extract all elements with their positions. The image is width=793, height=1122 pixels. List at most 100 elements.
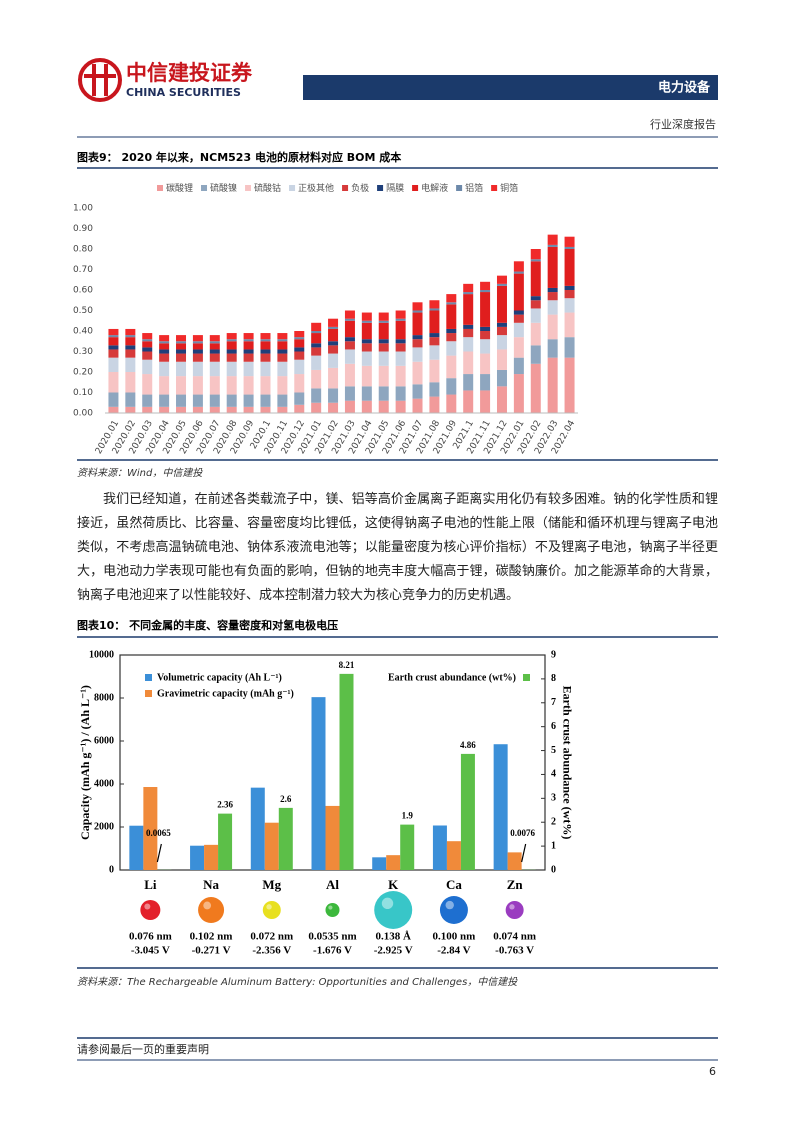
- ion-radius: 0.074 nm: [493, 931, 536, 943]
- y-tick-label: 10000: [89, 649, 114, 660]
- bar-segment: [277, 361, 288, 377]
- y-tick-label: 0.80: [73, 245, 93, 255]
- legend-label: 负极: [351, 182, 369, 194]
- x-tick-label: Na: [203, 877, 219, 892]
- legend-label: Gravimetric capacity (mAh g⁻¹): [157, 688, 294, 699]
- bar: [432, 825, 447, 870]
- ion-radius: 0.138 Å: [375, 931, 411, 943]
- bar-segment: [277, 349, 288, 354]
- bar-segment: [344, 400, 355, 413]
- y-tick-label: 0.00: [73, 409, 93, 419]
- bar-segment: [125, 337, 136, 346]
- bar-segment: [412, 302, 423, 311]
- data-label: 1.9: [402, 811, 414, 821]
- bar: [325, 805, 340, 870]
- figure-title: 图表10： 不同金属的丰度、容量密度和对氢电极电压: [77, 618, 338, 632]
- ion-sphere: [325, 903, 340, 917]
- bar-segment: [328, 388, 339, 403]
- y-tick-label: 0.50: [73, 306, 93, 316]
- bar-segment: [361, 351, 372, 366]
- legend-swatch: [523, 674, 530, 681]
- bar: [311, 697, 326, 870]
- y-tick-label: 0.90: [73, 224, 93, 234]
- x-tick-label: Zn: [507, 877, 524, 892]
- bar-segment: [412, 312, 423, 336]
- bar: [278, 807, 293, 870]
- y2-tick-label: 8: [551, 673, 556, 684]
- legend-label: 隔膜: [386, 183, 404, 194]
- ion-radius: 0.076 nm: [129, 931, 172, 943]
- y-tick-label: 8000: [94, 692, 114, 703]
- bar-segment: [463, 374, 474, 391]
- bar-segment: [513, 374, 524, 413]
- bar-segment: [564, 357, 575, 413]
- y-tick-label: 0.70: [73, 265, 93, 275]
- bar-segment: [378, 343, 389, 352]
- bar-segment: [361, 343, 372, 352]
- bar-segment: [209, 394, 220, 407]
- bar-segment: [564, 337, 575, 358]
- bar-segment: [547, 357, 558, 413]
- bar-segment: [192, 341, 203, 344]
- bar-segment: [429, 300, 440, 309]
- bar-segment: [513, 314, 524, 323]
- bar-segment: [226, 353, 237, 362]
- bar-segment: [142, 341, 153, 348]
- bar-segment: [496, 326, 507, 336]
- bar-segment: [108, 337, 119, 346]
- bar-segment: [378, 320, 389, 323]
- y2-tick-label: 7: [551, 697, 556, 708]
- bar-segment: [243, 394, 254, 407]
- bar-segment: [226, 333, 237, 340]
- bar-segment: [378, 351, 389, 366]
- bar-segment: [446, 302, 457, 305]
- bar-segment: [547, 244, 558, 247]
- x-tick-label: Mg: [262, 877, 281, 892]
- bar-segment: [412, 361, 423, 385]
- bar-segment: [192, 343, 203, 350]
- page-number: 6: [709, 1065, 716, 1078]
- bar-segment: [395, 339, 406, 344]
- x-tick-label: Ca: [446, 877, 462, 892]
- bar-segment: [294, 331, 305, 338]
- y2-tick-label: 0: [551, 864, 556, 875]
- bar-segment: [209, 349, 220, 354]
- bar-segment: [243, 333, 254, 340]
- bar-segment: [243, 406, 254, 413]
- bar-segment: [108, 349, 119, 358]
- y2-tick-label: 2: [551, 817, 556, 828]
- bar-segment: [108, 392, 119, 407]
- bar-segment: [328, 367, 339, 389]
- ion-radius: 0.0535 nm: [308, 931, 356, 943]
- bar-segment: [412, 384, 423, 399]
- bar-segment: [463, 283, 474, 293]
- bar-segment: [547, 339, 558, 358]
- bar-segment: [344, 363, 355, 387]
- bar-segment: [530, 322, 541, 346]
- bar-segment: [176, 335, 187, 342]
- bar-segment: [294, 339, 305, 348]
- bar-segment: [311, 388, 322, 403]
- ion-sphere: [198, 897, 225, 923]
- ion-potential: -2.925 V: [374, 945, 413, 957]
- bar-segment: [159, 343, 170, 350]
- bar-segment: [480, 331, 491, 340]
- legend-label: 碳酸锂: [166, 182, 193, 194]
- bar-segment: [243, 376, 254, 395]
- bar-segment: [530, 296, 541, 301]
- logo-bar: [92, 64, 96, 96]
- bar-segment: [108, 406, 119, 413]
- ion-radius: 0.102 nm: [190, 931, 233, 943]
- data-label: 2.6: [280, 794, 292, 804]
- bar-segment: [328, 326, 339, 329]
- bar-segment: [429, 310, 440, 334]
- bar-segment: [496, 283, 507, 286]
- y2-axis-label: Earth crust abundance (wt%): [560, 686, 574, 840]
- logo-ring: [78, 58, 122, 102]
- bar-segment: [294, 347, 305, 352]
- bar-segment: [378, 386, 389, 401]
- legend-swatch: [145, 674, 152, 681]
- bar-segment: [328, 318, 339, 327]
